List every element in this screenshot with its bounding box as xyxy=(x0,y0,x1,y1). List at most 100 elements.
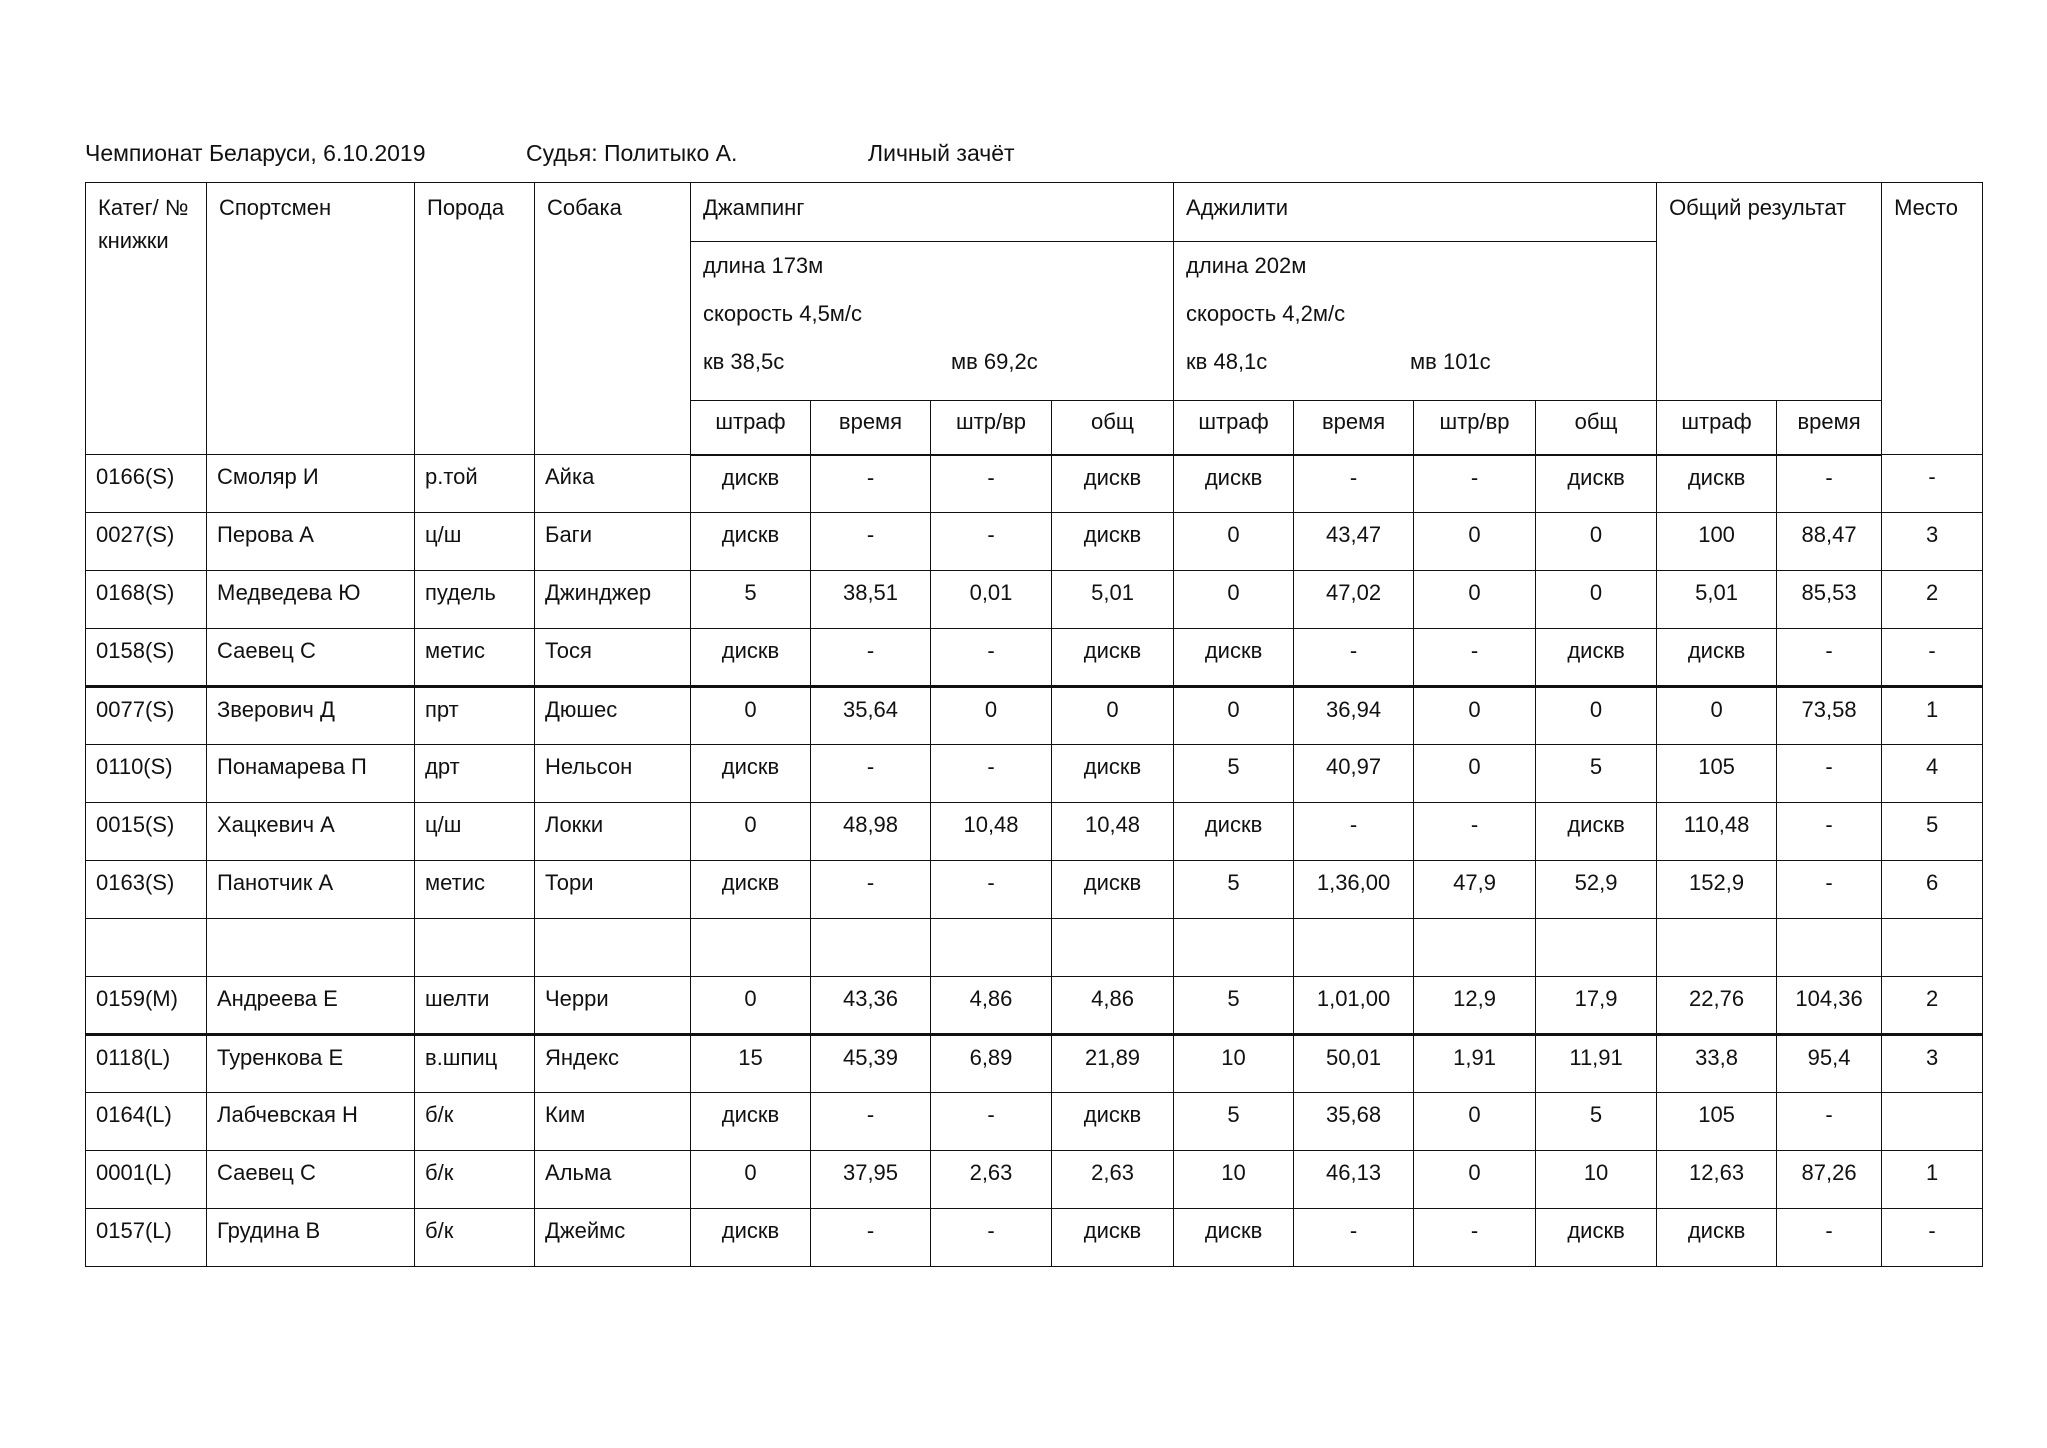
cell-dog: Ким xyxy=(534,1092,691,1151)
cell-total-time: - xyxy=(1776,1092,1883,1151)
cell-agility-time: 36,94 xyxy=(1293,686,1415,745)
cell-category: 0157(L) xyxy=(85,1208,207,1267)
cell-total-penalty: 110,48 xyxy=(1656,802,1778,861)
cell-total-penalty: 152,9 xyxy=(1656,860,1778,919)
cell-jump-time xyxy=(810,918,931,977)
cell-jump-time: 45,39 xyxy=(810,1034,931,1093)
cell-jump-total: 21,89 xyxy=(1050,1034,1175,1093)
cell-total-time: 95,4 xyxy=(1776,1034,1883,1093)
cell-jump-penalty: 15 xyxy=(690,1034,811,1093)
cell-total-penalty: дискв xyxy=(1656,454,1778,513)
cell-total-penalty: 100 xyxy=(1656,512,1778,571)
cell-jump-total: 10,48 xyxy=(1050,802,1175,861)
cell-athlete: Лабчевская Н xyxy=(206,1092,415,1151)
cell-agility-total: 10 xyxy=(1535,1150,1658,1209)
cell-place: 2 xyxy=(1881,570,1984,629)
cell-agility-penalty: дискв xyxy=(1173,802,1295,861)
cell-agility-total: 52,9 xyxy=(1535,860,1658,919)
subheader-cell: время xyxy=(1293,400,1415,456)
cell-agility-time: - xyxy=(1293,628,1415,688)
subheader-cell: штраф xyxy=(690,400,811,456)
cell-category: 0110(S) xyxy=(85,744,207,803)
cell-total-penalty: 105 xyxy=(1656,744,1778,803)
cell-jump-time-penalty: - xyxy=(930,628,1052,688)
cell-place: 6 xyxy=(1881,860,1984,919)
cell-agility-time-penalty xyxy=(1413,918,1537,977)
cell-jump-total xyxy=(1050,918,1175,977)
cell-place: 3 xyxy=(1881,1034,1984,1093)
cell-jump-time-penalty: - xyxy=(930,1208,1052,1267)
jumping-course-info: длина 173м скорость 4,5м/с кв 38,5с мв 69… xyxy=(689,241,1175,401)
cell-agility-penalty: дискв xyxy=(1173,1208,1295,1267)
cell-agility-time-penalty: 0 xyxy=(1413,1092,1537,1151)
cell-place: 2 xyxy=(1881,976,1984,1036)
results-table: Катег/ № книжки Спортсмен Порода Собака … xyxy=(85,182,1984,1267)
cell-agility-penalty: 5 xyxy=(1173,1092,1295,1151)
cell-total-penalty: 5,01 xyxy=(1656,570,1778,629)
cell-total-time: 104,36 xyxy=(1776,976,1883,1036)
cell-dog: Айка xyxy=(534,454,691,513)
cell-dog: Джинджер xyxy=(534,570,691,629)
cell-total-time: 73,58 xyxy=(1776,686,1883,745)
cell-jump-time-penalty: - xyxy=(930,744,1052,803)
cell-category: 0001(L) xyxy=(85,1150,207,1209)
cell-agility-time: 43,47 xyxy=(1293,512,1415,571)
cell-jump-time-penalty: 2,63 xyxy=(930,1150,1052,1209)
cell-jump-total: дискв xyxy=(1050,744,1175,803)
cell-agility-total: 17,9 xyxy=(1535,976,1658,1036)
cell-category: 0159(M) xyxy=(85,976,207,1036)
cell-jump-time-penalty: 6,89 xyxy=(930,1034,1052,1093)
cell-category: 0015(S) xyxy=(85,802,207,861)
subheader-cell: время xyxy=(810,400,931,456)
cell-category xyxy=(85,918,207,977)
cell-jump-time: 38,51 xyxy=(810,570,931,629)
cell-jump-time: 35,64 xyxy=(810,686,931,745)
cell-agility-time-penalty: 0 xyxy=(1413,1150,1537,1209)
cell-agility-penalty xyxy=(1173,918,1295,977)
cell-jump-penalty: 5 xyxy=(690,570,811,629)
cell-agility-total: 5 xyxy=(1535,1092,1658,1151)
cell-jump-penalty: 0 xyxy=(690,802,811,861)
cell-agility-time: 1,36,00 xyxy=(1293,860,1415,919)
cell-jump-total: 4,86 xyxy=(1050,976,1175,1036)
cell-jump-time: 37,95 xyxy=(810,1150,931,1209)
cell-jump-penalty xyxy=(690,918,811,977)
subheader-cell: общ xyxy=(1050,400,1175,456)
cell-agility-penalty: 10 xyxy=(1173,1150,1295,1209)
subheader-cell: штр/вр xyxy=(930,400,1052,456)
cell-athlete: Грудина В xyxy=(206,1208,415,1267)
cell-agility-total: 0 xyxy=(1535,686,1658,745)
agility-speed: скорость 4,2м/с xyxy=(1186,301,1346,326)
cell-jump-total: дискв xyxy=(1050,860,1175,919)
col-jumping: Джампинг xyxy=(689,182,1175,242)
cell-jump-time-penalty: - xyxy=(930,1092,1052,1151)
cell-dog: Тося xyxy=(534,628,691,688)
cell-jump-penalty: дискв xyxy=(690,860,811,919)
cell-jump-penalty: дискв xyxy=(690,744,811,803)
cell-agility-total: дискв xyxy=(1535,802,1658,861)
subheader-cell: общ xyxy=(1535,400,1658,456)
cell-athlete: Зверович Д xyxy=(206,686,415,745)
cell-agility-time: 1,01,00 xyxy=(1293,976,1415,1036)
subheader-cell: время xyxy=(1776,400,1883,456)
cell-category: 0027(S) xyxy=(85,512,207,571)
table-row xyxy=(85,918,1984,977)
cell-total-time: - xyxy=(1776,744,1883,803)
col-athlete: Спортсмен xyxy=(206,182,415,455)
cell-jump-total: дискв xyxy=(1050,1092,1175,1151)
cell-breed: р.той xyxy=(414,454,535,513)
cell-jump-total: 2,63 xyxy=(1050,1150,1175,1209)
cell-breed: ц/ш xyxy=(414,802,535,861)
cell-agility-time: 47,02 xyxy=(1293,570,1415,629)
cell-athlete: Хацкевич А xyxy=(206,802,415,861)
cell-breed: в.шпиц xyxy=(414,1034,535,1093)
cell-athlete: Смоляр И xyxy=(206,454,415,513)
cell-agility-time: - xyxy=(1293,1208,1415,1267)
cell-total-time: 88,47 xyxy=(1776,512,1883,571)
cell-total-time xyxy=(1776,918,1883,977)
